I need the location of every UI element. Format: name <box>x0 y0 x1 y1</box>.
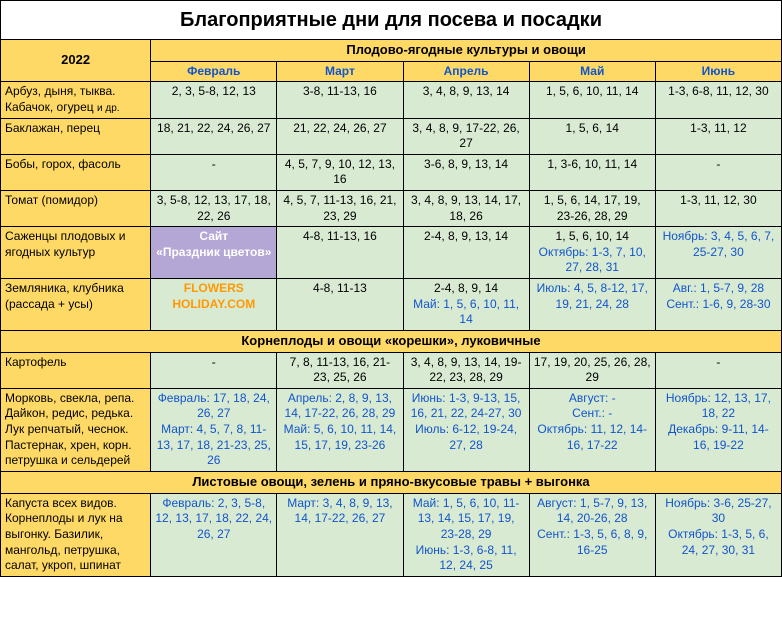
crop-label: Картофель <box>1 352 151 388</box>
crop-label: Морковь, свекла, репа. Дайкон, редис, ре… <box>1 388 151 471</box>
data-cell: Февраль: 17, 18, 24, 26, 27Март: 4, 5, 7… <box>151 388 277 471</box>
table-row: Картофель - 7, 8, 11-13, 16, 21-23, 25, … <box>1 352 782 388</box>
data-cell: Ноябрь: 3-6, 25-27, 30Октябрь: 1-3, 5, 6… <box>655 493 781 576</box>
month-jun: Июнь <box>655 61 781 82</box>
data-cell: 1, 5, 6, 14 <box>529 118 655 154</box>
data-cell: - <box>151 154 277 190</box>
table-row: Баклажан, перец 18, 21, 22, 24, 26, 27 2… <box>1 118 782 154</box>
data-cell: 4, 5, 7, 9, 10, 12, 13, 16 <box>277 154 403 190</box>
data-cell: Август: -Сент.: -Октябрь: 11, 12, 14-16,… <box>529 388 655 471</box>
data-cell: 4-8, 11-13 <box>277 279 403 331</box>
data-cell: - <box>151 352 277 388</box>
table-row: Земляника, клубника (рассада + усы) FLOW… <box>1 279 782 331</box>
crop-label: Саженцы плодовых и ягодных культур <box>1 227 151 279</box>
data-cell: 3, 4, 8, 9, 17-22, 26, 27 <box>403 118 529 154</box>
crop-label: Томат (помидор) <box>1 191 151 227</box>
table-row: Саженцы плодовых и ягодных культур Сайт«… <box>1 227 782 279</box>
data-cell: 3, 4, 8, 9, 13, 14, 19-22, 23, 28, 29 <box>403 352 529 388</box>
data-cell: Июль: 4, 5, 8-12, 17, 19, 21, 24, 28 <box>529 279 655 331</box>
year-label: 2022 <box>1 40 151 82</box>
data-cell: Ноябрь: 3, 4, 5, 6, 7, 25-27, 30 <box>655 227 781 279</box>
crop-label: Арбуз, дыня, тыква. Кабачок, огурец и др… <box>1 82 151 118</box>
table-row: Томат (помидор) 3, 5-8, 12, 13, 17, 18, … <box>1 191 782 227</box>
page-title: Благоприятные дни для посева и посадки <box>1 1 782 40</box>
data-cell: 1-3, 11, 12 <box>655 118 781 154</box>
data-cell: Июнь: 1-3, 9-13, 15, 16, 21, 22, 24-27, … <box>403 388 529 471</box>
data-cell: 17, 19, 20, 25, 26, 28, 29 <box>529 352 655 388</box>
data-cell: 1-3, 11, 12, 30 <box>655 191 781 227</box>
month-apr: Апрель <box>403 61 529 82</box>
data-cell: 21, 22, 24, 26, 27 <box>277 118 403 154</box>
crop-label: Бобы, горох, фасоль <box>1 154 151 190</box>
table-row: Капуста всех видов. Корнеплоды и лук на … <box>1 493 782 576</box>
data-cell: 1-3, 6-8, 11, 12, 30 <box>655 82 781 118</box>
section-roots: Корнеплоды и овощи «корешки», луковичные <box>1 330 782 352</box>
data-cell: 7, 8, 11-13, 16, 21-23, 25, 26 <box>277 352 403 388</box>
data-cell: 18, 21, 22, 24, 26, 27 <box>151 118 277 154</box>
table-row: Морковь, свекла, репа. Дайкон, редис, ре… <box>1 388 782 471</box>
data-cell: 1, 5, 6, 10, 11, 14 <box>529 82 655 118</box>
data-cell: 1, 5, 6, 14, 17, 19, 23-26, 28, 29 <box>529 191 655 227</box>
month-mar: Март <box>277 61 403 82</box>
data-cell: 3, 4, 8, 9, 13, 14, 17, 18, 26 <box>403 191 529 227</box>
month-feb: Февраль <box>151 61 277 82</box>
data-cell: Март: 3, 4, 8, 9, 13, 14, 17-22, 26, 27 <box>277 493 403 576</box>
data-cell: Авг.: 1, 5-7, 9, 28Сент.: 1-6, 9, 28-30 <box>655 279 781 331</box>
data-cell: Май: 1, 5, 6, 10, 11-13, 14, 15, 17, 19,… <box>403 493 529 576</box>
data-cell: 2, 3, 5-8, 12, 13 <box>151 82 277 118</box>
data-cell: 1, 3-6, 10, 11, 14 <box>529 154 655 190</box>
data-cell: 4, 5, 7, 11-13, 16, 21, 23, 29 <box>277 191 403 227</box>
watermark-url: FLOWERSHOLIDAY.COM <box>151 279 277 331</box>
crop-label: Капуста всех видов. Корнеплоды и лук на … <box>1 493 151 576</box>
crop-label: Баклажан, перец <box>1 118 151 154</box>
data-cell: Апрель: 2, 8, 9, 13, 14, 17-22, 26, 28, … <box>277 388 403 471</box>
data-cell: Ноябрь: 12, 13, 17, 18, 22Декабрь: 9-11,… <box>655 388 781 471</box>
data-cell: 2-4, 8, 9, 13, 14 <box>403 227 529 279</box>
crop-label: Земляника, клубника (рассада + усы) <box>1 279 151 331</box>
data-cell: 3-8, 11-13, 16 <box>277 82 403 118</box>
data-cell: 3-6, 8, 9, 13, 14 <box>403 154 529 190</box>
data-cell: Февраль: 2, 3, 5-8, 12, 13, 17, 18, 22, … <box>151 493 277 576</box>
data-cell: 3, 5-8, 12, 13, 17, 18, 22, 26 <box>151 191 277 227</box>
data-cell: 3, 4, 8, 9, 13, 14 <box>403 82 529 118</box>
section-fruit: Плодово-ягодные культуры и овощи <box>151 40 782 62</box>
table-row: Арбуз, дыня, тыква. Кабачок, огурец и др… <box>1 82 782 118</box>
table-row: Бобы, горох, фасоль - 4, 5, 7, 9, 10, 12… <box>1 154 782 190</box>
watermark-site: Сайт«Праздник цветов» <box>151 227 277 279</box>
data-cell: - <box>655 154 781 190</box>
data-cell: Август: 1, 5-7, 9, 13, 14, 20-26, 28Сент… <box>529 493 655 576</box>
data-cell: - <box>655 352 781 388</box>
data-cell: 1, 5, 6, 10, 14Октябрь: 1-3, 7, 10, 27, … <box>529 227 655 279</box>
section-greens: Листовые овощи, зелень и пряно-вкусовые … <box>1 471 782 493</box>
month-may: Май <box>529 61 655 82</box>
data-cell: 2-4, 8, 9, 14Май: 1, 5, 6, 10, 11, 14 <box>403 279 529 331</box>
data-cell: 4-8, 11-13, 16 <box>277 227 403 279</box>
